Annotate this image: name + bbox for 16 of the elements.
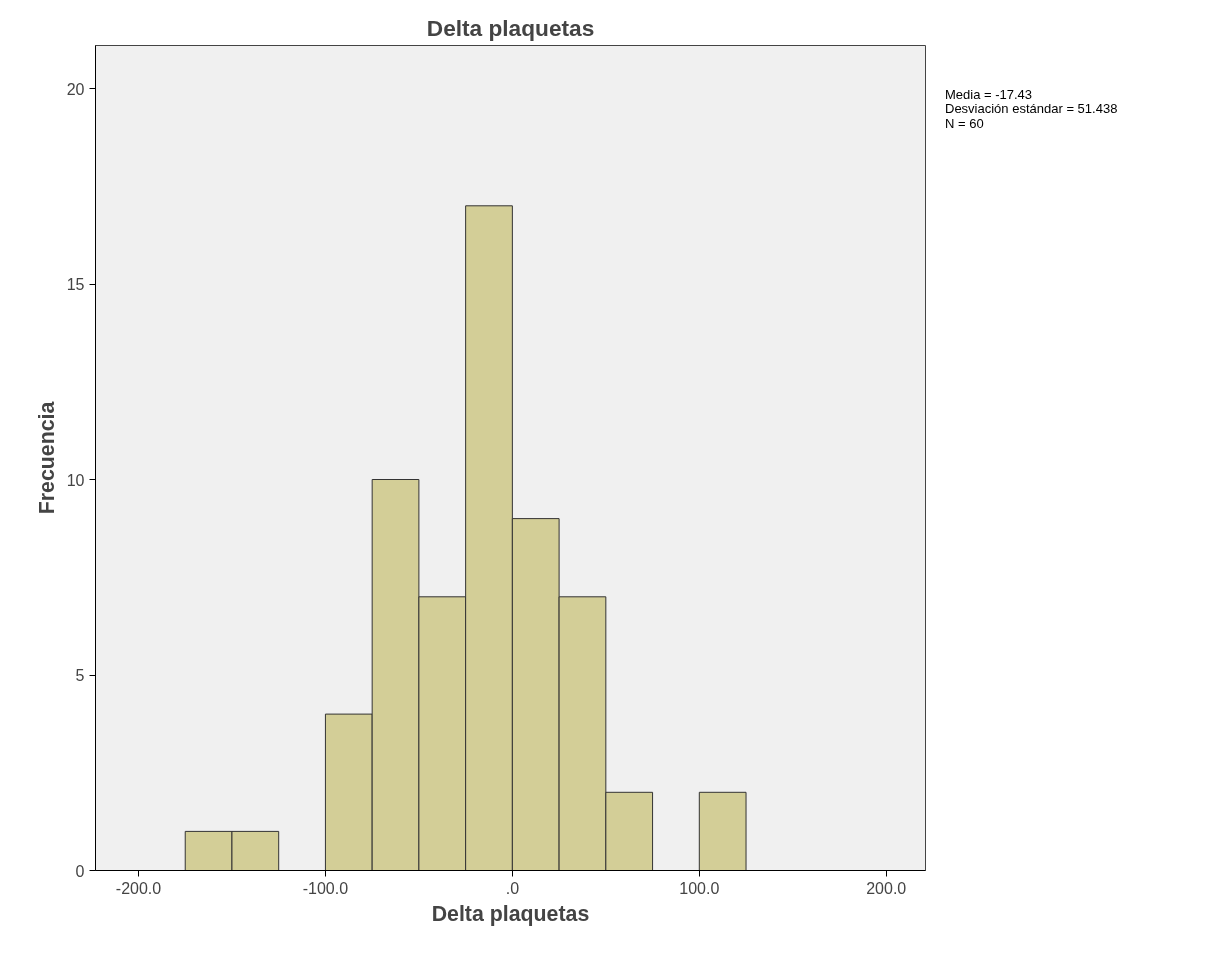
text: N = 60 <box>945 115 984 131</box>
text: Desviación estándar = 51.438 <box>945 101 1118 117</box>
x-tick-label: -200.0 <box>115 879 162 897</box>
y-tick-label: 0 <box>75 862 85 880</box>
x-tick-label: 100.0 <box>679 879 720 897</box>
x-tick-label: .0 <box>505 879 520 897</box>
y-tick-label: 5 <box>75 667 85 684</box>
y-tick-label: 15 <box>66 276 85 294</box>
y-tick-label: 20 <box>66 80 85 98</box>
x-axis-title: Delta plaquetas <box>431 901 590 926</box>
x-tick-label: -100.0 <box>302 879 349 897</box>
chart-title: Delta plaquetas <box>426 14 595 41</box>
text: Media = -17.43 <box>945 87 1033 102</box>
x-tick-label: 200.0 <box>866 879 907 897</box>
y-axis-title: Frecuencia <box>34 401 59 515</box>
y-tick-label: 10 <box>66 471 85 489</box>
